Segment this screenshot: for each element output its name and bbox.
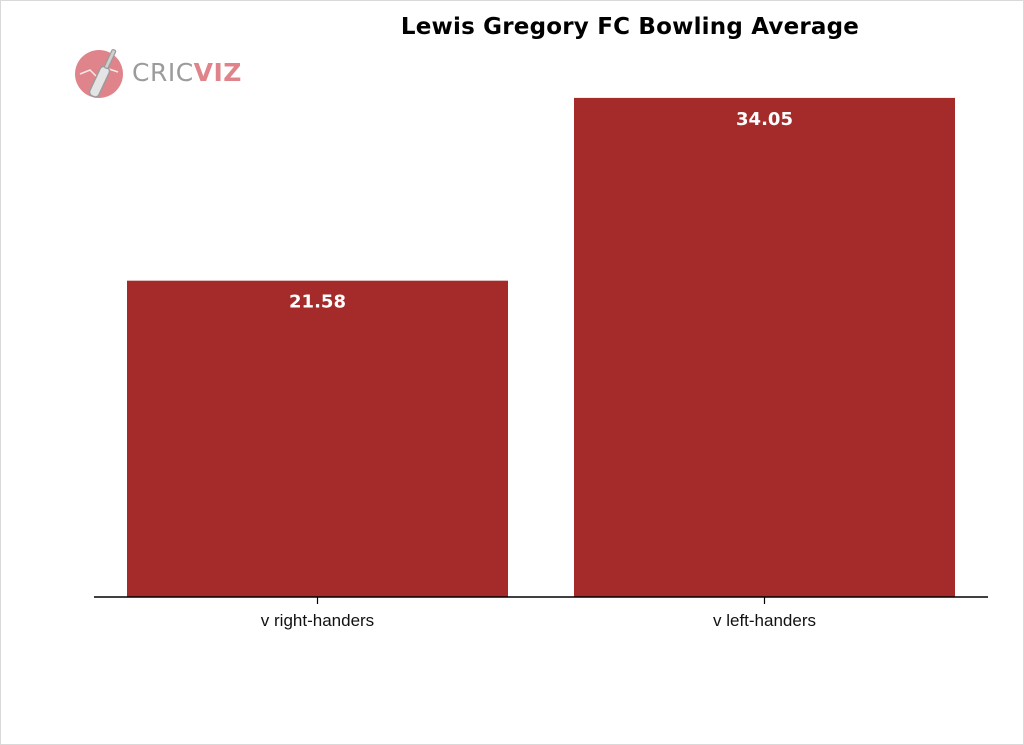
bar-value-label-1: 21.58: [289, 292, 346, 313]
bar-1: [127, 280, 508, 597]
x-tick-label-2: v left-handers: [713, 611, 816, 630]
bar-value-label-2: 34.05: [736, 109, 793, 130]
bars-group: 21.58 34.05: [127, 97, 955, 597]
cricviz-logo: CRICVIZ: [72, 44, 241, 104]
logo-text-viz: VIZ: [193, 58, 242, 87]
cricket-bat-ball-icon: [75, 49, 123, 98]
x-tick-label-1: v right-handers: [261, 611, 374, 630]
bar-2: [574, 97, 955, 597]
chart-title: Lewis Gregory FC Bowling Average: [400, 14, 860, 40]
logo-wordmark: CRICVIZ: [132, 58, 242, 87]
x-ticks-group: v right-handers v left-handers: [261, 597, 816, 630]
logo-text-cric: CRIC: [132, 58, 194, 87]
